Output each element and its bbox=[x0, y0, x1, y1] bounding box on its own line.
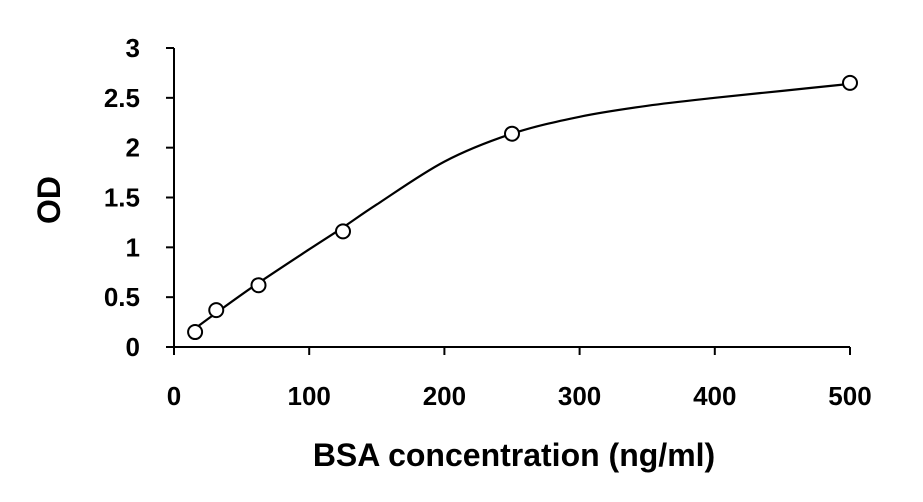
data-point bbox=[842, 74, 858, 91]
axes bbox=[173, 48, 850, 348]
data-point bbox=[335, 223, 351, 240]
data-point bbox=[187, 324, 204, 341]
data-points bbox=[187, 74, 858, 341]
x-tick-label: 500 bbox=[828, 381, 871, 411]
data-point bbox=[208, 302, 225, 319]
x-axis-title: BSA concentration (ng/ml) bbox=[313, 437, 715, 473]
y-tick-label: 1.5 bbox=[104, 183, 140, 213]
x-tick-label: 100 bbox=[288, 381, 331, 411]
x-tick-label: 300 bbox=[558, 381, 601, 411]
y-tick-label: 0 bbox=[126, 332, 140, 362]
y-tick-label: 2 bbox=[126, 133, 140, 163]
y-axis-title: OD bbox=[31, 176, 67, 224]
y-tick-label: 2.5 bbox=[104, 83, 140, 113]
data-point bbox=[504, 125, 520, 142]
x-tick-label: 0 bbox=[167, 381, 181, 411]
data-point bbox=[250, 277, 267, 294]
y-tick-label: 0.5 bbox=[104, 282, 140, 312]
fit-curve bbox=[193, 82, 851, 330]
x-tick-label: 400 bbox=[693, 381, 736, 411]
y-tick-label: 1 bbox=[126, 232, 140, 262]
x-tick-label: 200 bbox=[423, 381, 466, 411]
x-ticks: 0 100 200 300 400 500 bbox=[167, 347, 872, 411]
y-tick-label: 3 bbox=[126, 33, 140, 63]
y-ticks: 0 0.5 1 1.5 2 2.5 3 bbox=[104, 33, 174, 362]
